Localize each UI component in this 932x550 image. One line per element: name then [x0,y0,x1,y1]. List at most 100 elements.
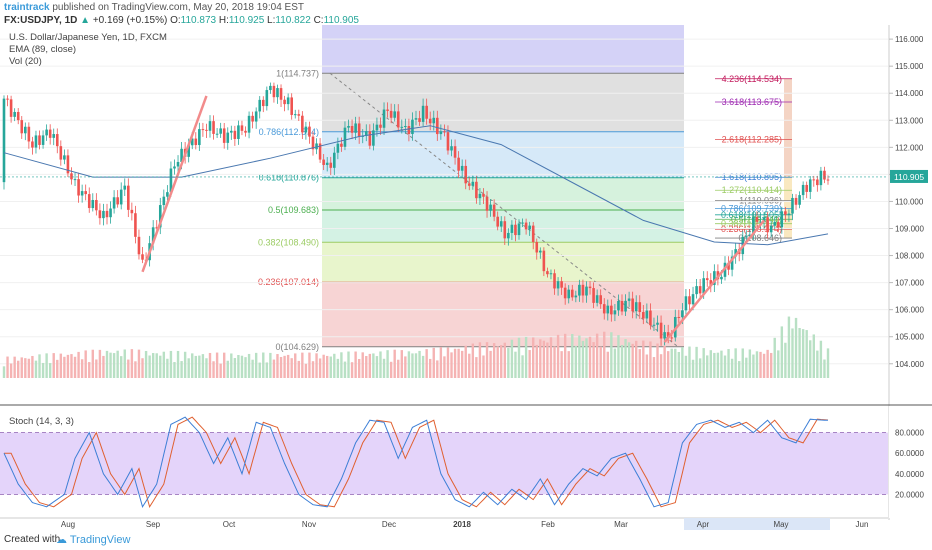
candle-body [311,136,315,150]
volume-bar [361,352,364,378]
volume-bar [155,353,158,378]
legend-ema[interactable]: EMA (89, close) [9,44,77,55]
candle-body [102,210,105,219]
candle-body [816,179,819,186]
low-value: 110.822 [275,15,311,26]
fib-level-label: 0.5(109.683) [268,205,319,215]
fib-zones: 1(114.737) 0.786(112.574) 0.618(110.876) 0.… [258,25,792,352]
candle-body [478,193,482,199]
author-name[interactable]: traintrack [4,2,50,13]
candle-body [432,117,436,124]
volume-bar [233,358,237,378]
price-axis-bg [889,25,932,400]
candle-body [333,152,336,168]
volume-bar [77,351,80,378]
candle-body [631,298,634,312]
volume-bar [595,333,599,378]
volume-bar [801,329,805,378]
x-tick-label: Dec [382,520,396,529]
volume-bar [496,346,499,378]
candle-body [808,179,812,192]
volume-bar [723,355,727,378]
candle-body [350,126,354,133]
candle-body [173,166,176,169]
candle-body [233,130,237,139]
volume-bar [20,357,23,378]
volume-bar [48,363,52,378]
legend-stoch[interactable]: Stoch (14, 3, 3) [9,416,74,427]
candle-body [482,193,485,197]
volume-bar [567,351,570,378]
candle-body [599,295,602,305]
symbol-label: FX:USDJPY, 1D [4,15,78,26]
candle-body [688,296,691,305]
volume-bar [816,350,819,378]
y-tick-label: 104.000 [895,360,924,369]
volume-bar [738,361,741,378]
volume-bar [198,355,201,378]
candle-body [776,221,780,228]
volume-bar [109,352,112,378]
volume-bar [716,352,720,378]
candle-body [762,217,766,222]
candle-body [123,185,127,190]
candle-body [798,195,801,205]
volume-bar [805,330,808,378]
volume-bar [823,359,826,378]
volume-bar [105,350,109,378]
volume-bar [549,337,553,378]
legend-title[interactable]: U.S. Dollar/Japanese Yen, 1D, FXCM [9,32,167,43]
volume-bar [176,350,180,378]
volume-bar [624,339,627,378]
candle-body [592,288,595,303]
volume-bar [617,335,620,378]
volume-bar [52,353,55,378]
volume-bar [766,349,769,378]
candle-body [659,322,663,339]
candle-body [80,191,84,196]
candle-body [755,217,759,222]
fib-ext-label: 0.236(108.974) [721,224,782,234]
candle-body [141,254,144,260]
volume-bar [688,346,691,378]
volume-bar [560,351,563,378]
volume-bar [539,339,542,378]
candle-body [464,165,468,184]
volume-bar [297,360,300,378]
volume-bar [649,341,652,378]
candle-body [247,115,251,133]
legend-vol[interactable]: Vol (20) [9,56,42,67]
candle-body [55,134,59,147]
volume-bar [631,343,634,378]
fib-ext-label: 1(110.036) [739,195,782,205]
x-tick-label: Mar [614,520,628,529]
candle-body [617,300,620,311]
volume-bar [6,356,9,378]
fib-level-label: 0.382(108.490) [258,237,319,247]
volume-bar [326,355,329,378]
volume-bar [507,348,510,378]
tradingview-logo-icon[interactable]: ☁ TradingView [56,534,131,546]
candle-body [151,227,155,244]
volume-bar [219,363,222,378]
fib-ext-label: 4.236(114.534) [722,74,782,84]
volume-bar [112,353,116,378]
candle-body [439,131,443,135]
candle-body [539,250,542,253]
candle-body [48,129,52,138]
y-tick-label: 107.000 [895,279,924,288]
volume-bar [262,352,265,378]
candle-body [546,271,549,275]
candle-body [581,284,585,296]
candle-body [521,222,524,224]
volume-bar [251,359,254,378]
y-tick-label: 105.000 [895,333,924,342]
volume-bar [226,360,229,378]
volume-bar [91,349,94,378]
candle-body [634,302,638,312]
candle-body [70,173,73,180]
candle-body [695,286,698,295]
volume-bar [521,355,524,378]
volume-bar [684,355,688,378]
candle-body [769,225,773,233]
